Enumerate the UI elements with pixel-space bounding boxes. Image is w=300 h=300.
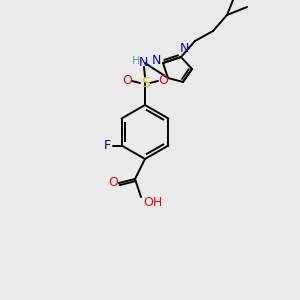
Text: N: N	[151, 53, 161, 67]
Text: O: O	[108, 176, 118, 190]
Text: H: H	[132, 56, 140, 66]
Text: N: N	[138, 56, 148, 68]
Text: O: O	[158, 74, 168, 88]
Text: OH: OH	[143, 196, 162, 209]
Text: O: O	[122, 74, 132, 88]
Text: S: S	[141, 76, 149, 90]
Text: F: F	[104, 139, 111, 152]
Text: N: N	[179, 43, 189, 56]
